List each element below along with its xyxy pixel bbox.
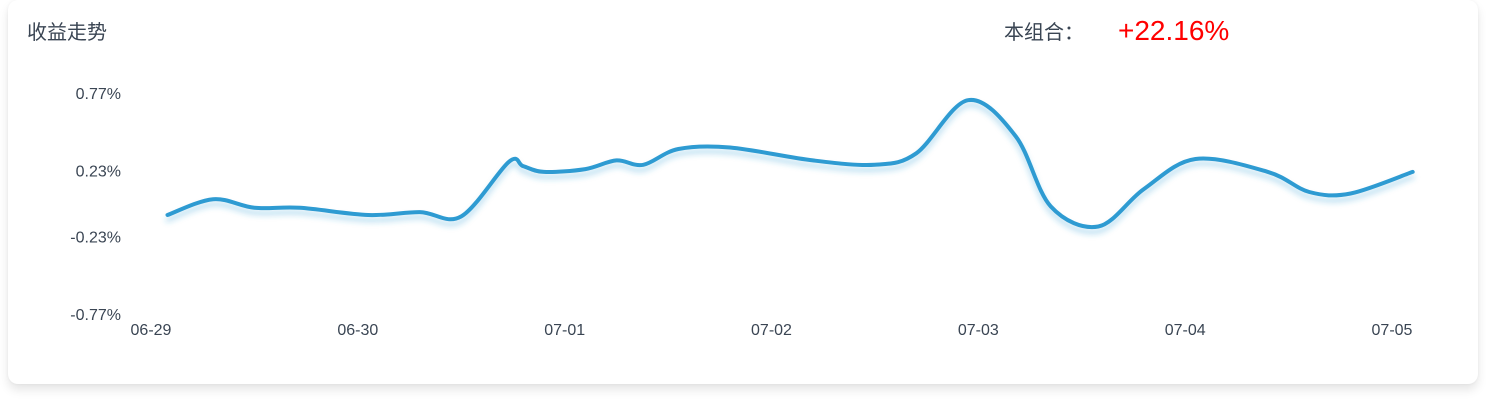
y-tick-label: 0.77%	[76, 86, 121, 103]
y-tick-label: -0.23%	[70, 230, 121, 247]
y-tick-label: -0.77%	[70, 307, 121, 324]
x-tick-label: 07-01	[544, 322, 585, 339]
x-tick-label: 07-03	[958, 322, 999, 339]
chart-card: 收益走势 本组合： +22.16%	[8, 0, 1478, 384]
x-axis-ticks: 06-29 06-30 07-01 07-02 07-03 07-04 07-05	[131, 322, 1413, 339]
y-tick-label: 0.23%	[76, 163, 121, 180]
x-tick-label: 06-29	[131, 322, 172, 339]
series-layer	[165, 98, 1415, 230]
y-axis-ticks: 0.77% 0.23% -0.23% -0.77%	[70, 86, 121, 324]
portfolio-label: 本组合：	[1004, 20, 1084, 44]
x-tick-label: 06-30	[337, 322, 378, 339]
x-tick-label: 07-02	[751, 322, 792, 339]
series-line	[165, 98, 1415, 230]
x-tick-label: 07-05	[1372, 322, 1413, 339]
x-tick-label: 07-04	[1165, 322, 1206, 339]
chart-title: 收益走势	[27, 20, 107, 44]
portfolio-return-value: +22.16%	[1118, 15, 1230, 46]
